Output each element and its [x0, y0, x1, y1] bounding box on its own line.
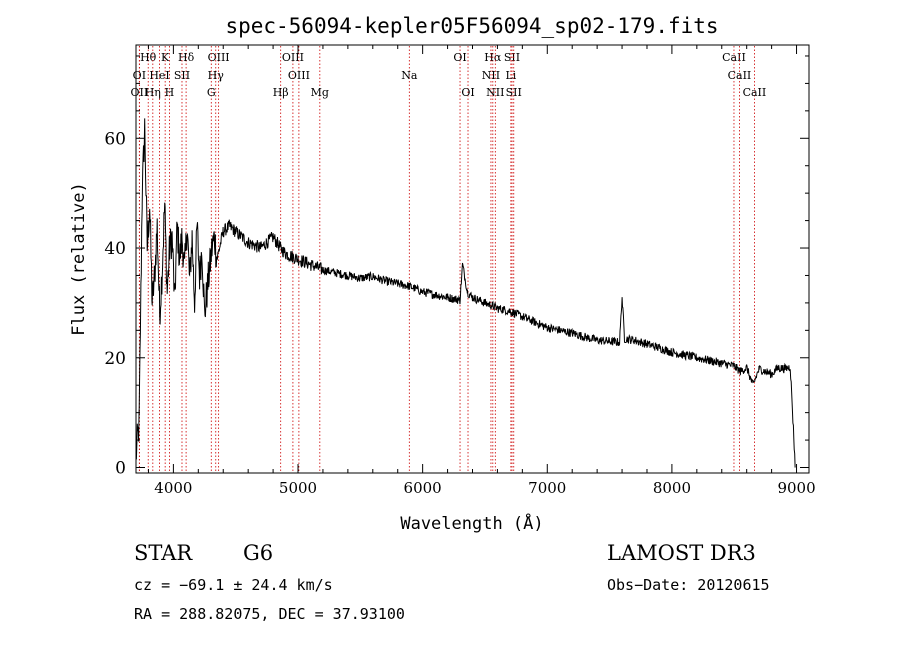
spectral-line-label: Hα: [484, 51, 502, 64]
spectral-line-label: OI: [453, 51, 466, 64]
x-tick-label: 9000: [777, 479, 815, 497]
spectral-line-label: Na: [401, 69, 418, 82]
y-axis-label: Flux (relative): [69, 182, 89, 336]
plot-frame: [135, 44, 810, 474]
spectral-line-label: OIII: [282, 51, 304, 64]
y-axis: 0 20 40 60: [104, 55, 809, 479]
x-tick-label: 7000: [528, 479, 566, 497]
x-tick-label: 5000: [279, 479, 317, 497]
x-tick-label: 6000: [404, 479, 442, 497]
spectral-line-label: OIII: [288, 69, 310, 82]
spectral-line-label: G: [207, 86, 216, 99]
y-tick-label: 20: [104, 349, 126, 369]
spectral-line-label: NII: [486, 86, 504, 99]
spectral-line-label: Hγ: [208, 69, 225, 82]
chart-title: spec-56094-kepler05F56094_sp02-179.fits: [225, 14, 718, 38]
spectral-line-label: Hη: [145, 86, 161, 99]
spectral-line-label: SII: [506, 86, 522, 99]
y-tick-label: 40: [104, 239, 126, 259]
spectral-line-label: SII: [174, 69, 190, 82]
spectral-line-label: H: [165, 86, 175, 99]
spectral-line-label: Mg: [311, 86, 329, 99]
spectral-line-label: NII: [482, 69, 500, 82]
y-tick-label: 60: [104, 129, 126, 149]
spectral-line-label: HeI: [149, 69, 169, 82]
spectral-line-label: Hβ: [273, 86, 289, 99]
obs-date: Obs−Date: 20120615: [607, 576, 770, 594]
spectral-line-label: OI: [461, 86, 474, 99]
spectral-line-label: SII: [504, 51, 520, 64]
object-class: STAR: [134, 541, 193, 565]
survey-name: LAMOST DR3: [607, 541, 756, 565]
spectral-line-label: OII: [131, 86, 149, 99]
x-tick-label: 8000: [653, 479, 691, 497]
spectral-line-label: CaII: [743, 86, 767, 99]
y-tick-label: 0: [115, 459, 126, 479]
spectral-line-label: Hδ: [178, 51, 195, 64]
spectral-line-label: K: [161, 51, 170, 64]
spectral-line-label: CaII: [728, 69, 752, 82]
x-axis-label: Wavelength (Å): [400, 512, 543, 534]
flux-series-line: [135, 118, 796, 468]
spectral-line-label: Hθ: [140, 51, 157, 64]
spectral-line-label: OIII: [208, 51, 230, 64]
object-subclass: G6: [243, 541, 273, 565]
spectral-line-label: CaII: [722, 51, 746, 64]
x-axis: 4000 5000 6000 7000 8000 9000: [147, 45, 816, 497]
x-tick-label: 4000: [154, 479, 192, 497]
ra-dec-coords: RA = 288.82075, DEC = 37.93100: [134, 605, 405, 623]
redshift-cz: cz = −69.1 ± 24.4 km/s: [134, 576, 333, 594]
spectral-line-label: Li: [505, 69, 516, 82]
